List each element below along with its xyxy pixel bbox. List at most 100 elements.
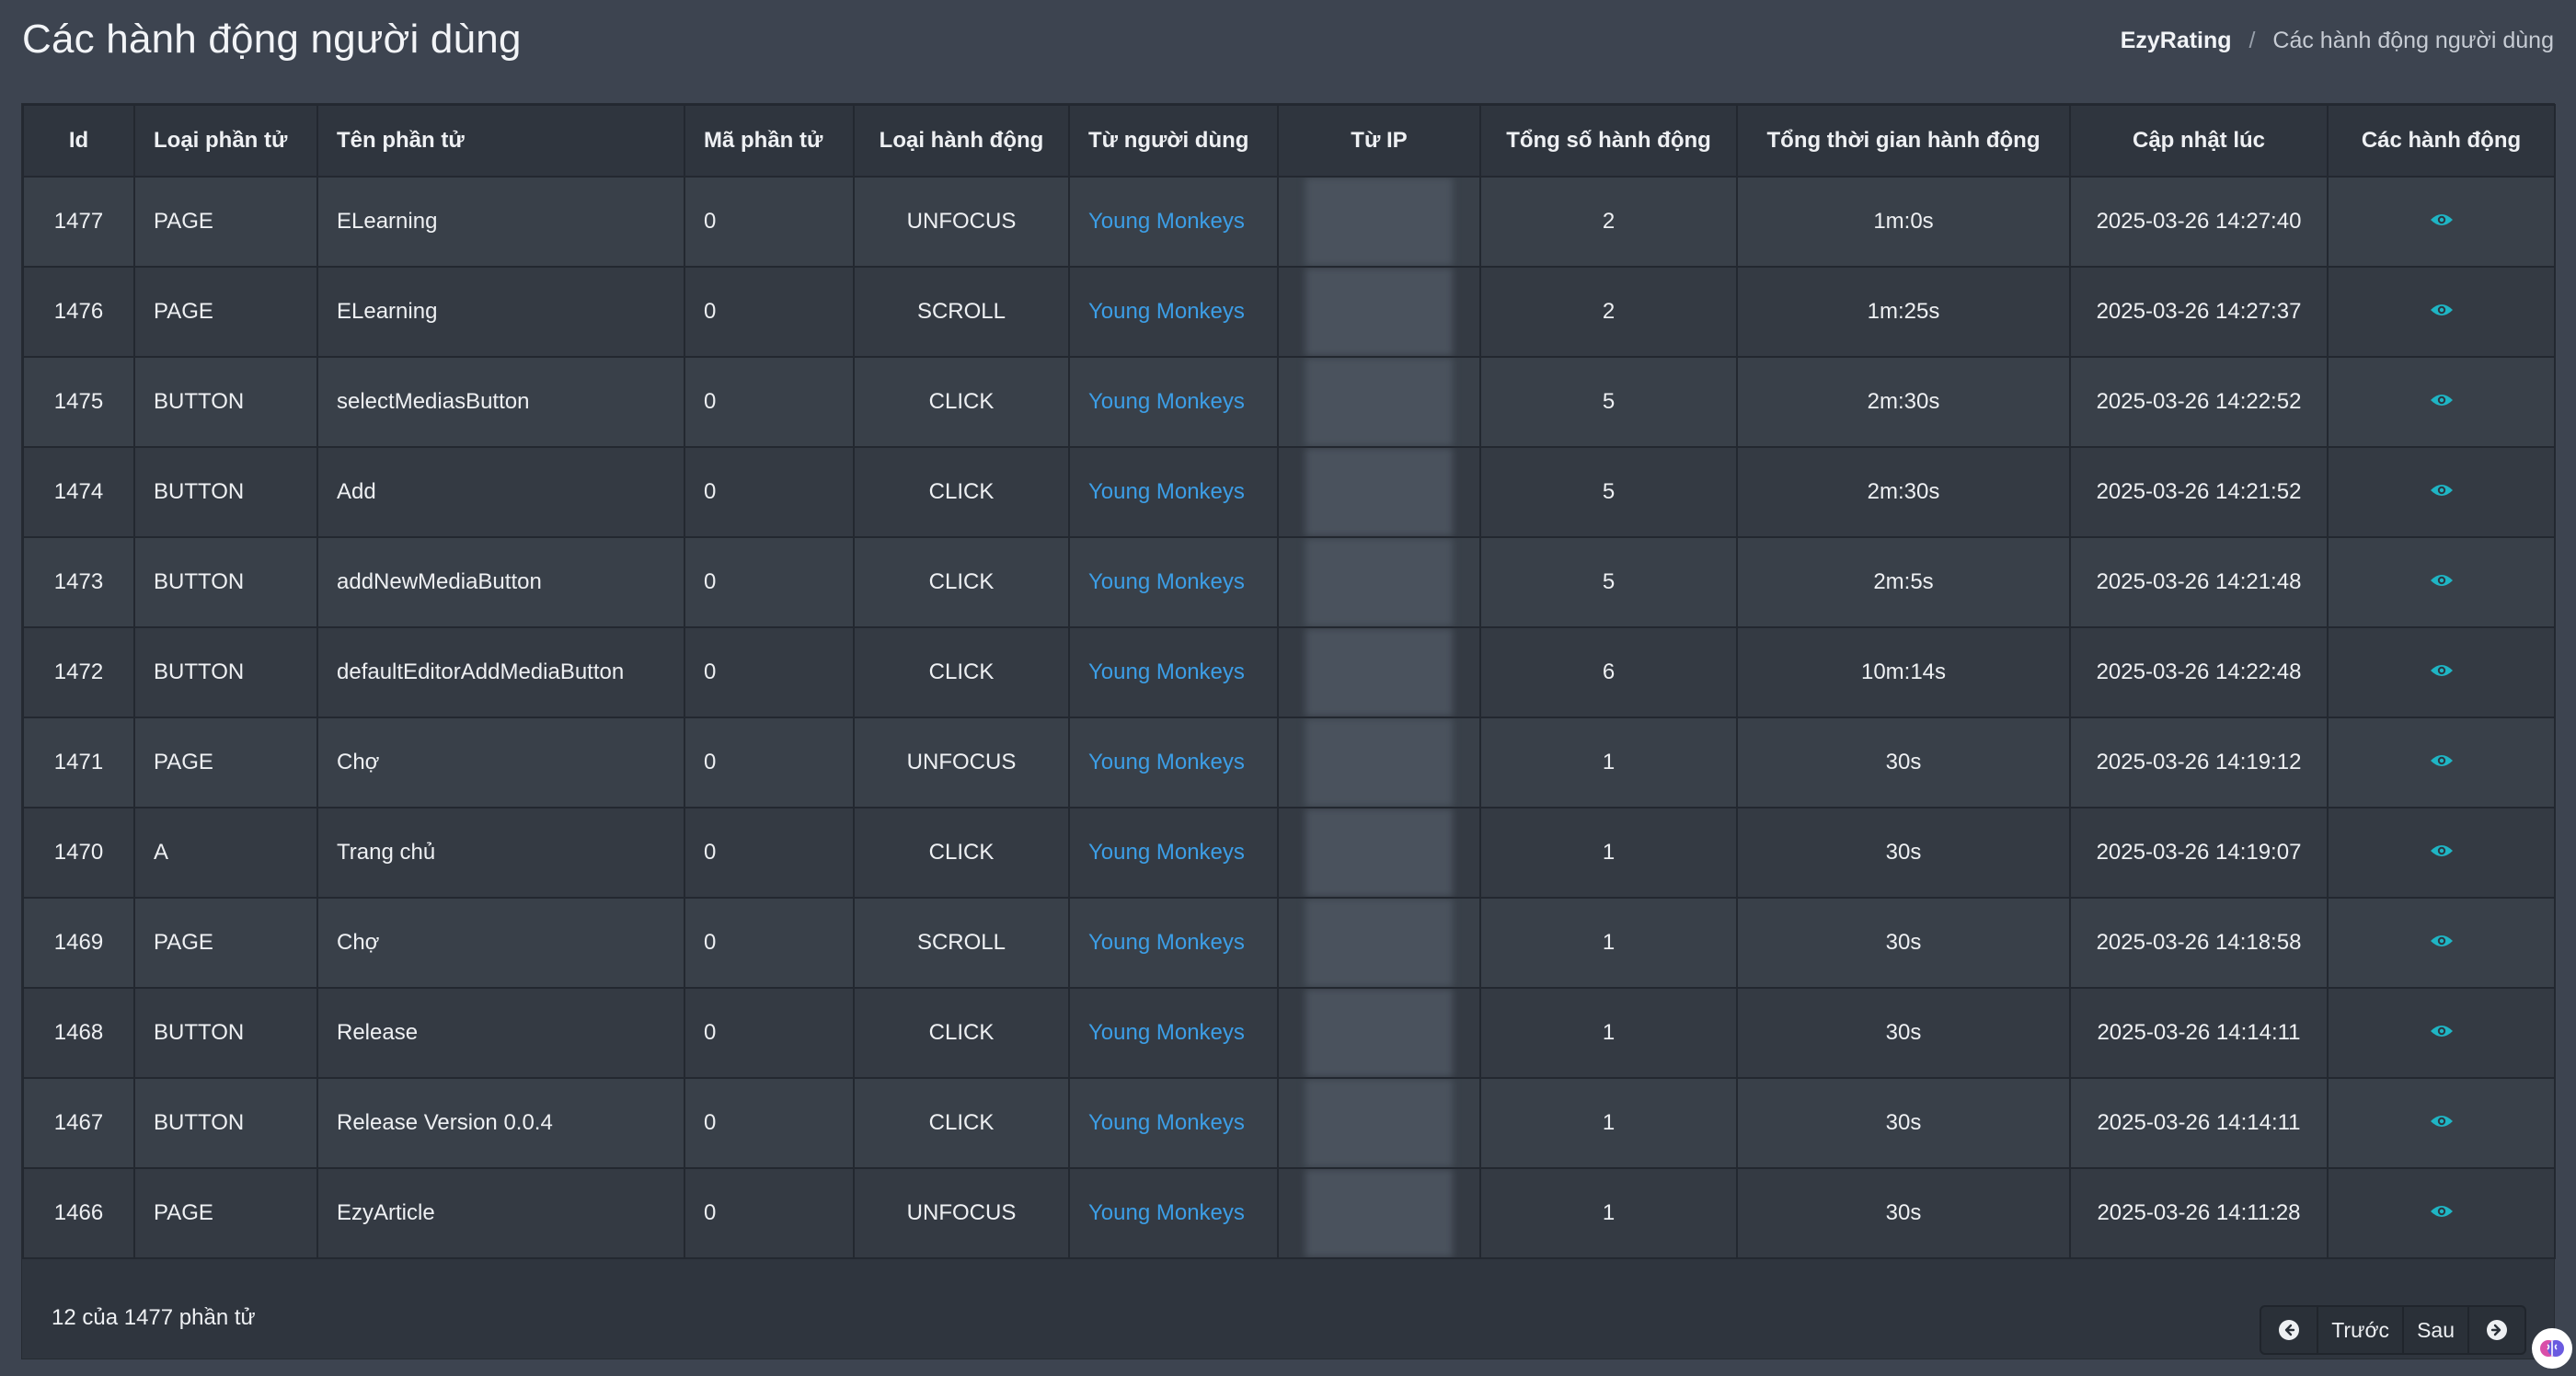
next-page-button[interactable]: Sau [2404,1307,2469,1353]
redacted-ip-blur [1305,990,1453,1076]
cell-element-name: ELearning [316,176,685,268]
cell-actions [2327,987,2556,1079]
cell-updated-at: 2025-03-26 14:22:48 [2069,626,2329,718]
cell-element-code: 0 [684,1077,855,1169]
breadcrumb-separator: / [2248,28,2256,53]
user-link[interactable]: Young Monkeys [1088,840,1245,865]
user-link[interactable]: Young Monkeys [1088,1020,1245,1045]
table-header-row: Id Loại phần tử Tên phần tử Mã phần tử L… [22,104,2556,178]
column-header-updated-at[interactable]: Cập nhật lúc [2069,104,2329,178]
cell-id: 1475 [22,356,135,448]
next-page-icon-button[interactable] [2469,1307,2524,1353]
view-eye-icon[interactable] [2430,1020,2454,1046]
cell-updated-at: 2025-03-26 14:22:52 [2069,356,2329,448]
table-row: 1467 BUTTON Release Version 0.0.4 0 CLICK You… [22,1077,2556,1169]
column-header-from-ip[interactable]: Từ IP [1277,104,1481,178]
column-header-from-user[interactable]: Từ người dùng [1068,104,1279,178]
cell-from-user: Young Monkeys [1068,446,1279,538]
column-header-element-code[interactable]: Mã phần tử [684,104,855,178]
cell-element-name: addNewMediaButton [316,536,685,628]
cell-element-name: ELearning [316,266,685,358]
cell-from-ip-redacted [1277,897,1481,989]
cell-updated-at: 2025-03-26 14:11:28 [2069,1167,2329,1259]
cell-element-name: Add [316,446,685,538]
cell-id: 1477 [22,176,135,268]
cell-action-type: CLICK [853,807,1070,899]
user-link[interactable]: Young Monkeys [1088,750,1245,774]
redacted-ip-blur [1305,1080,1453,1166]
cell-actions [2327,717,2556,808]
arrow-right-circle-icon [2487,1320,2507,1340]
cell-from-user: Young Monkeys [1068,807,1279,899]
cell-element-code: 0 [684,536,855,628]
cell-updated-at: 2025-03-26 14:14:11 [2069,1077,2329,1169]
user-link[interactable]: Young Monkeys [1088,389,1245,414]
user-link[interactable]: Young Monkeys [1088,299,1245,324]
cell-updated-at: 2025-03-26 14:18:58 [2069,897,2329,989]
view-eye-icon[interactable] [2430,1200,2454,1226]
cell-id: 1471 [22,717,135,808]
user-link[interactable]: Young Monkeys [1088,1200,1245,1225]
cell-from-user: Young Monkeys [1068,266,1279,358]
cell-element-name: EzyArticle [316,1167,685,1259]
column-header-element-type[interactable]: Loại phần tử [133,104,318,178]
view-eye-icon[interactable] [2430,840,2454,866]
view-eye-icon[interactable] [2430,209,2454,235]
column-header-id[interactable]: Id [22,104,135,178]
assistant-brain-icon[interactable] [2532,1328,2572,1369]
cell-total-duration: 10m:14s [1736,626,2071,718]
prev-page-icon-button[interactable] [2261,1307,2319,1353]
cell-element-code: 0 [684,266,855,358]
cell-element-code: 0 [684,987,855,1079]
cell-from-ip-redacted [1277,626,1481,718]
cell-element-type: PAGE [133,897,318,989]
cell-element-code: 0 [684,1167,855,1259]
user-link[interactable]: Young Monkeys [1088,1110,1245,1135]
view-eye-icon[interactable] [2430,569,2454,595]
user-link[interactable]: Young Monkeys [1088,930,1245,955]
redacted-ip-blur [1305,900,1453,986]
cell-element-type: PAGE [133,176,318,268]
cell-total-actions: 5 [1479,536,1738,628]
cell-from-user: Young Monkeys [1068,987,1279,1079]
user-link[interactable]: Young Monkeys [1088,479,1245,504]
column-header-total-actions[interactable]: Tổng số hành động [1479,104,1738,178]
cell-from-ip-redacted [1277,1167,1481,1259]
prev-page-button[interactable]: Trước [2318,1307,2405,1353]
cell-total-duration: 2m:30s [1736,446,2071,538]
cell-total-duration: 2m:30s [1736,356,2071,448]
cell-element-code: 0 [684,446,855,538]
view-eye-icon[interactable] [2430,479,2454,505]
cell-from-user: Young Monkeys [1068,626,1279,718]
table-row: 1469 PAGE Chợ 0 SCROLL Young Monkeys 1 30s 2025-… [22,897,2556,989]
user-link[interactable]: Young Monkeys [1088,569,1245,594]
cell-total-actions: 5 [1479,446,1738,538]
user-link[interactable]: Young Monkeys [1088,209,1245,234]
view-eye-icon[interactable] [2430,389,2454,415]
table-row: 1477 PAGE ELearning 0 UNFOCUS Young Monkeys 2 1… [22,176,2556,268]
table-row: 1474 BUTTON Add 0 CLICK Young Monkeys 5 2m:30s 2… [22,446,2556,538]
cell-element-name: Release Version 0.0.4 [316,1077,685,1169]
cell-from-ip-redacted [1277,356,1481,448]
view-eye-icon[interactable] [2430,750,2454,775]
cell-total-duration: 1m:0s [1736,176,2071,268]
table-row: 1476 PAGE ELearning 0 SCROLL Young Monkeys 2 1m… [22,266,2556,358]
cell-element-name: Chợ [316,897,685,989]
view-eye-icon[interactable] [2430,659,2454,685]
column-header-element-name[interactable]: Tên phần tử [316,104,685,178]
column-header-action-type[interactable]: Loại hành động [853,104,1070,178]
view-eye-icon[interactable] [2430,930,2454,956]
cell-element-type: PAGE [133,266,318,358]
user-actions-card: Id Loại phần tử Tên phần tử Mã phần tử L… [21,103,2556,1359]
cell-from-ip-redacted [1277,987,1481,1079]
cell-updated-at: 2025-03-26 14:27:37 [2069,266,2329,358]
user-link[interactable]: Young Monkeys [1088,659,1245,684]
cell-total-duration: 30s [1736,1077,2071,1169]
view-eye-icon[interactable] [2430,299,2454,325]
cell-element-type: PAGE [133,1167,318,1259]
breadcrumb-root-link[interactable]: EzyRating [2120,28,2232,53]
view-eye-icon[interactable] [2430,1110,2454,1136]
pagination-count: 12 của 1477 phần tử [52,1305,256,1330]
column-header-total-duration[interactable]: Tổng thời gian hành động [1736,104,2071,178]
cell-actions [2327,266,2556,358]
